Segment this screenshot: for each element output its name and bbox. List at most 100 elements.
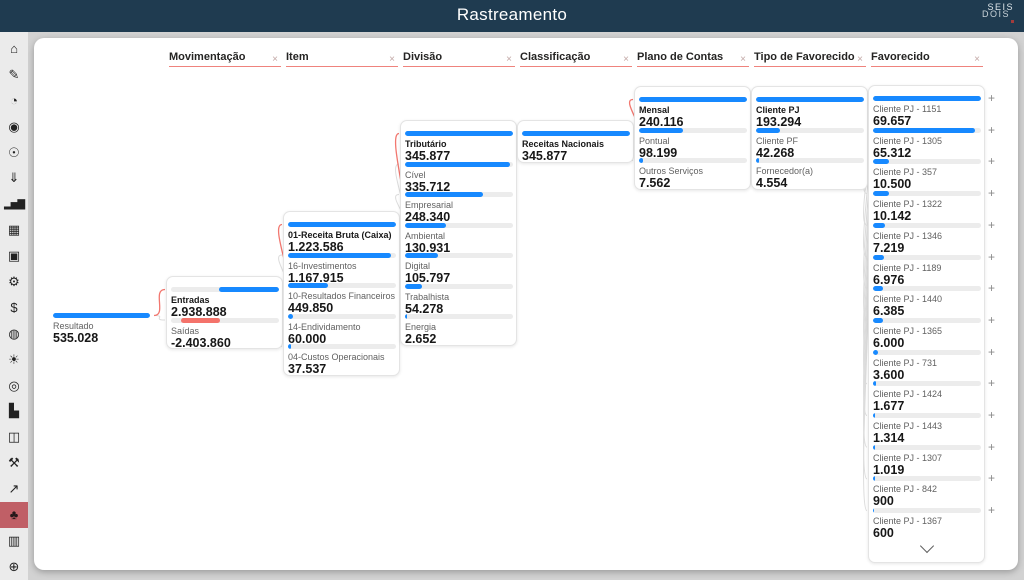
gauge-chart-icon[interactable]: ◉ <box>8 118 20 134</box>
arrow-down-percent-icon[interactable]: ⇓ <box>8 170 20 186</box>
target-donut-icon[interactable]: ◎ <box>8 377 20 393</box>
decomposition-tree-icon[interactable]: ♣ <box>0 502 28 528</box>
node-bar-track <box>873 159 981 165</box>
expand-node-icon[interactable]: + <box>988 217 996 232</box>
dashboard-screen-icon[interactable]: ▣ <box>7 248 21 264</box>
tree-node[interactable]: Trabalhista 54.278 <box>405 283 513 316</box>
expand-node-icon[interactable]: + <box>988 91 996 105</box>
node-bar-fill <box>873 349 879 355</box>
tree-node[interactable]: Cliente PJ - 1365 6.000 <box>873 317 981 350</box>
expand-node-icon[interactable]: + <box>988 281 996 296</box>
tree-node[interactable]: Cliente PJ - 1151 69.657 <box>873 96 981 128</box>
node-value: 7.219 <box>873 240 905 255</box>
tree-node[interactable]: Cliente PJ - 1346 7.219 <box>873 222 981 255</box>
expand-node-icon[interactable]: + <box>988 154 996 169</box>
coins-tools-icon[interactable]: ⚒ <box>8 455 20 471</box>
globe-icon[interactable]: ⊕ <box>8 558 20 574</box>
node-bar-fill <box>873 191 890 197</box>
home-icon[interactable]: ⌂ <box>10 41 18 57</box>
tree-node[interactable]: Cliente PJ - 1440 6.385 <box>873 286 981 318</box>
tree-node[interactable]: Cliente PJ - 357 10.500 <box>873 159 981 191</box>
tree-node[interactable]: Fornecedor(a) 4.554 <box>756 158 864 190</box>
remove-filter-icon[interactable]: × <box>272 54 278 65</box>
tree-node[interactable]: Cliente PJ - 1307 1.019 <box>873 444 981 477</box>
tree-node[interactable]: Cliente PJ 193.294 <box>756 97 864 129</box>
remove-filter-icon[interactable]: × <box>389 54 395 65</box>
filter-underline: × <box>754 55 866 67</box>
tree-node[interactable]: Pontual 98.199 <box>639 127 747 160</box>
filter-column-6: Tipo de Favorecido × <box>754 51 872 67</box>
tree-node[interactable]: Receitas Nacionais 345.877 <box>522 131 630 163</box>
tree-node[interactable]: Cível 335.712 <box>405 161 513 194</box>
report-edit-icon[interactable]: ✎ <box>8 66 20 82</box>
tree-node[interactable]: Cliente PJ - 1322 10.142 <box>873 191 981 223</box>
remove-filter-icon[interactable]: × <box>740 54 746 65</box>
tree-node[interactable]: 14-Endividamento 60.000 <box>288 313 396 346</box>
expand-node-icon[interactable]: + <box>988 344 996 359</box>
dollar-rays-icon[interactable]: ☀ <box>8 351 20 367</box>
node-bar-track <box>288 222 396 227</box>
node-bar-fill <box>873 159 890 165</box>
node-label: Cliente PJ - 1443 <box>873 421 943 431</box>
tree-node[interactable]: Cliente PJ - 842 900 <box>873 476 981 508</box>
expand-node-icon[interactable]: + <box>988 471 996 486</box>
node-bar-fill <box>405 253 439 258</box>
tree-node[interactable]: Outros Serviços 7.562 <box>639 158 747 190</box>
expand-node-icon[interactable]: + <box>988 122 996 137</box>
expand-node-icon[interactable]: + <box>988 249 996 264</box>
expand-node-icon[interactable]: + <box>988 376 996 391</box>
expand-node-icon[interactable]: + <box>988 408 996 422</box>
node-bar-track <box>405 131 513 136</box>
tree-node[interactable]: Cliente PJ - 731 3.600 <box>873 349 981 382</box>
tree-node[interactable]: Cliente PJ - 1424 1.677 <box>873 381 981 413</box>
expand-node-icon[interactable]: + <box>988 503 996 518</box>
node-bar-fill <box>639 127 684 133</box>
tree-node[interactable]: 16-Investimentos 1.167.915 <box>288 252 396 285</box>
remove-filter-icon[interactable]: × <box>857 54 863 65</box>
expand-node-icon[interactable]: + <box>988 186 996 201</box>
tree-node[interactable]: Cliente PJ - 1443 1.314 <box>873 413 981 445</box>
node-bar-fill <box>405 161 510 167</box>
tree-node[interactable]: Empresarial 248.340 <box>405 192 513 224</box>
pie-chart-icon[interactable]: ◔ <box>10 93 18 109</box>
expand-node-icon[interactable]: + <box>988 312 996 327</box>
remove-filter-icon[interactable]: × <box>623 54 629 65</box>
tree-node[interactable]: Tributário 345.877 <box>405 131 513 163</box>
tree-node[interactable]: Saídas -2.403.860 <box>171 317 279 350</box>
tree-node[interactable]: Cliente PJ - 1367 600 <box>873 508 981 540</box>
tree-node[interactable]: 10-Resultados Financeiros 449.850 <box>288 283 396 315</box>
remove-filter-icon[interactable]: × <box>506 54 512 65</box>
expand-node-icon[interactable]: + <box>988 439 996 454</box>
table-grid-icon[interactable]: ▦ <box>7 222 21 238</box>
chart-mix-icon[interactable]: ◫ <box>7 429 21 445</box>
podium-icon[interactable]: ▙ <box>9 403 19 419</box>
tree-node[interactable]: Cliente PJ - 1305 65.312 <box>873 127 981 160</box>
filter-column-label: Favorecido <box>871 51 930 63</box>
node-bar-track <box>756 97 864 102</box>
money-bag-icon[interactable]: $ <box>10 300 18 316</box>
hand-coin-icon[interactable]: ☉ <box>8 144 20 160</box>
tree-node[interactable]: Cliente PF 42.268 <box>756 127 864 160</box>
tree-node[interactable]: Mensal 240.116 <box>639 97 747 129</box>
tree-node[interactable]: Resultado 535.028 <box>53 313 150 345</box>
node-bar-fill <box>873 317 883 323</box>
remove-filter-icon[interactable]: × <box>974 54 980 65</box>
node-bar-fill <box>405 222 447 228</box>
tree-node[interactable]: Digital 105.797 <box>405 253 513 285</box>
gears-icon[interactable]: ⚙ <box>8 273 20 289</box>
node-value: 2.652 <box>405 332 437 346</box>
node-bar-track <box>873 286 981 292</box>
tree-node[interactable]: Energia 2.652 <box>405 314 513 346</box>
tree-node[interactable]: Ambiental 130.931 <box>405 222 513 255</box>
dollar-growth-icon[interactable]: ↗ <box>8 481 20 497</box>
chart-report-r-icon[interactable]: ▥ <box>7 532 21 548</box>
node-label: Cliente PJ <box>756 105 800 115</box>
tree-node[interactable]: 04-Custos Operacionais 37.537 <box>288 344 396 376</box>
tree-node[interactable]: 01-Receita Bruta (Caixa) 1.223.586 <box>288 222 396 254</box>
node-value: 54.278 <box>405 301 444 316</box>
tree-node[interactable]: Cliente PJ - 1189 6.976 <box>873 254 981 287</box>
chart-magnifier-icon[interactable]: ◍ <box>8 325 20 341</box>
node-bar-track <box>873 317 981 323</box>
growth-bars-icon[interactable]: ▂▅▇ <box>3 198 25 210</box>
tree-node[interactable]: Entradas 2.938.888 <box>171 287 279 319</box>
